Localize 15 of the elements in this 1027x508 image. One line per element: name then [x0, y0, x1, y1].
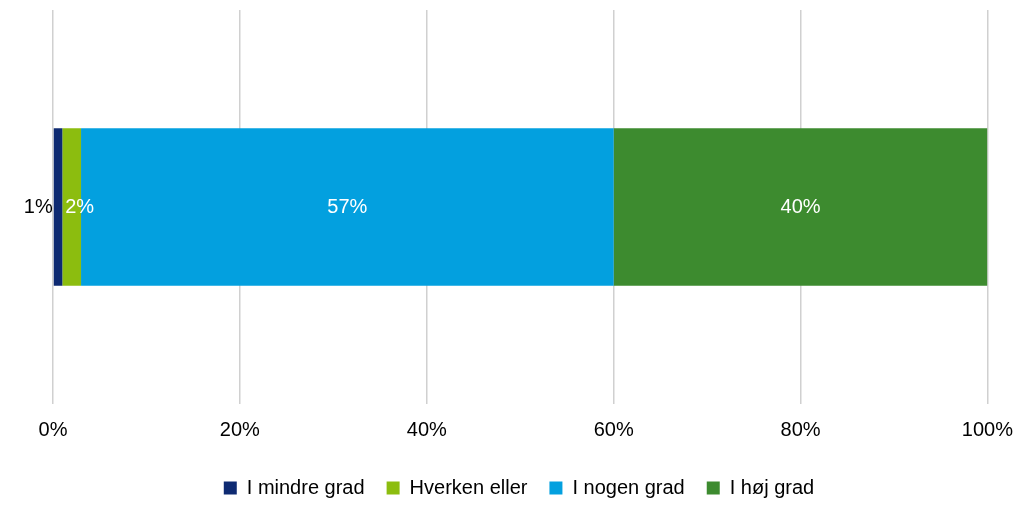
bar — [53, 128, 63, 286]
x-tick-label: 60% — [593, 417, 634, 440]
x-tick-label: 100% — [961, 417, 1014, 440]
legend-label: I høj grad — [729, 475, 815, 498]
x-tick-label: 40% — [406, 417, 447, 440]
x-tick-label: 0% — [38, 417, 68, 440]
data-label: 1% — [23, 194, 53, 217]
legend-label: Hverken eller — [409, 475, 528, 498]
x-tick-label: 20% — [219, 417, 261, 440]
legend-label: I mindre grad — [246, 475, 365, 498]
x-tick-label: 80% — [780, 417, 821, 440]
data-label: 40% — [780, 194, 821, 217]
bar — [613, 128, 988, 286]
data-label: 57% — [327, 194, 368, 217]
legend-label: I nogen grad — [572, 475, 685, 498]
